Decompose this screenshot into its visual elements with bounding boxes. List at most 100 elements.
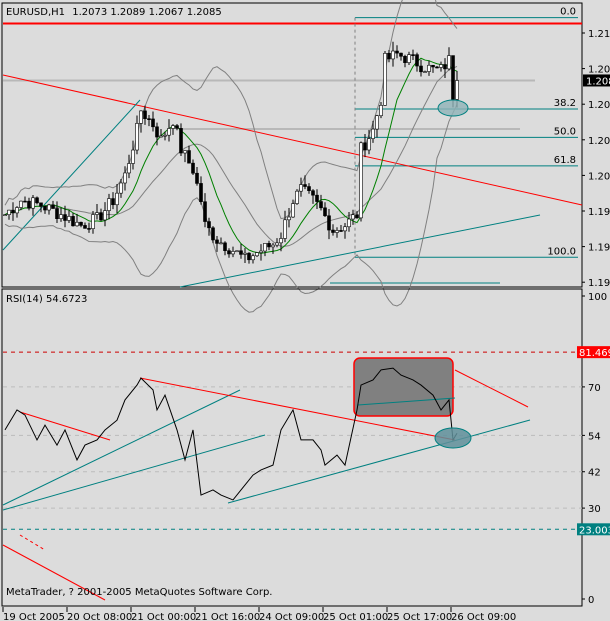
candle-body (223, 242, 227, 251)
candle-body (67, 216, 71, 221)
candle-body (99, 212, 103, 221)
candle-body (39, 202, 43, 207)
candle-body (387, 53, 391, 60)
fibo-level-label: 0.0 (560, 7, 576, 18)
candle-body (71, 216, 75, 227)
price-tick-label: 1.2035 (588, 136, 610, 147)
price-tick-label: 1.2065 (588, 100, 610, 111)
candle-body (111, 198, 115, 206)
price-tick-label: 1.1975 (588, 207, 610, 218)
candle-body (379, 104, 383, 117)
rsi-trend-line (227, 419, 531, 504)
candle-body (375, 115, 379, 130)
highlight-ellipse (437, 99, 469, 117)
candle-body (403, 55, 407, 63)
candle-body (207, 221, 211, 229)
rsi-tick-label: 42 (588, 468, 601, 479)
time-tick-label: 25 Oct 01:00 (323, 612, 388, 621)
candle-body (323, 207, 327, 217)
time-tick-label: 24 Oct 09:00 (259, 612, 324, 621)
price-tick-label: 1.2005 (588, 171, 610, 182)
price-tick-label: 1.2095 (588, 65, 610, 76)
candle-body (115, 192, 119, 206)
candle-body (123, 172, 127, 184)
candle-body (451, 55, 455, 100)
rsi-trend-line (2, 434, 266, 511)
time-tick-label: 21 Oct 16:00 (195, 612, 260, 621)
candle-body (79, 221, 83, 226)
candle-body (23, 200, 27, 203)
rsi-low-label: 23.0032 (579, 525, 610, 536)
rsi-header: RSI(14) 54.6723 (6, 294, 87, 305)
fibo-level-label: 61.8 (554, 155, 576, 166)
bollinger-middle (4, 65, 458, 247)
time-tick-label: 25 Oct 17:00 (387, 612, 452, 621)
candle-body (55, 208, 59, 219)
rsi-panel-frame (1, 288, 583, 607)
candle-body (163, 134, 167, 137)
candle-body (319, 201, 323, 209)
candle-body (159, 135, 163, 138)
candle-body (11, 209, 15, 214)
candle-body (59, 214, 63, 219)
candle-body (275, 242, 279, 246)
candle-body (239, 250, 243, 255)
candle-body (407, 54, 411, 63)
rsi-trend-line (454, 369, 529, 408)
candle-body (231, 251, 235, 255)
candle-body (383, 53, 387, 106)
rsi-trend-line (19, 411, 111, 441)
candle-body (455, 80, 459, 100)
candle-body (303, 184, 307, 187)
candle-body (75, 221, 79, 227)
candle-body (347, 218, 351, 228)
symbol-header: EURUSD,H1 1.2073 1.2089 1.2067 1.2085 (6, 7, 222, 18)
candle-body (327, 215, 331, 231)
candle-body (263, 243, 267, 252)
candle-body (427, 64, 431, 72)
candle-body (155, 126, 159, 138)
candle-body (19, 200, 23, 208)
candle-body (283, 219, 287, 239)
time-tick-label: 19 Oct 2005 (3, 612, 65, 621)
price-panel: 0.0 38.2 50.0 61.8 100.0 1.2125 1.2095 1.2065 1.… (1, 0, 610, 313)
rsi-trend-line (2, 389, 241, 506)
candle-body (139, 110, 143, 124)
candle-body (295, 190, 299, 204)
candle-body (95, 212, 99, 215)
candle-body (227, 250, 231, 255)
candle-body (91, 214, 95, 229)
candle-body (291, 203, 295, 218)
candle-body (87, 228, 91, 230)
candle-body (83, 225, 87, 229)
candle-body (431, 64, 435, 68)
candle-body (255, 252, 259, 257)
candle-body (179, 128, 183, 154)
candle-body (195, 172, 199, 184)
candle-body (183, 150, 187, 154)
candle-body (219, 242, 223, 245)
candle-body (339, 230, 343, 232)
time-tick-label: 26 Oct 09:00 (451, 612, 516, 621)
copyright-text: MetaTrader, ? 2001-2005 MetaQuotes Softw… (6, 587, 272, 598)
candle-body (187, 150, 191, 164)
bollinger-lower (4, 104, 458, 313)
candle-body (395, 50, 399, 54)
rsi-tick-label: 100 (588, 292, 607, 303)
rsi-trend-line (357, 397, 456, 406)
candle-body (399, 52, 403, 57)
current-price-box (583, 74, 610, 87)
trend-line-down (2, 74, 583, 206)
candle-body (51, 204, 55, 209)
candle-body (119, 182, 123, 194)
candle-body (363, 142, 367, 151)
rsi-panel: 100 70 54 42 30 0 81.4696 23.0032 RSI(14) 54.67… (1, 288, 610, 607)
candle-body (419, 65, 423, 73)
candle-body (35, 197, 39, 204)
candle-body (251, 255, 255, 261)
candle-body (107, 198, 111, 211)
candle-body (443, 64, 447, 70)
candle-body (335, 230, 339, 233)
candle-body (135, 123, 139, 151)
